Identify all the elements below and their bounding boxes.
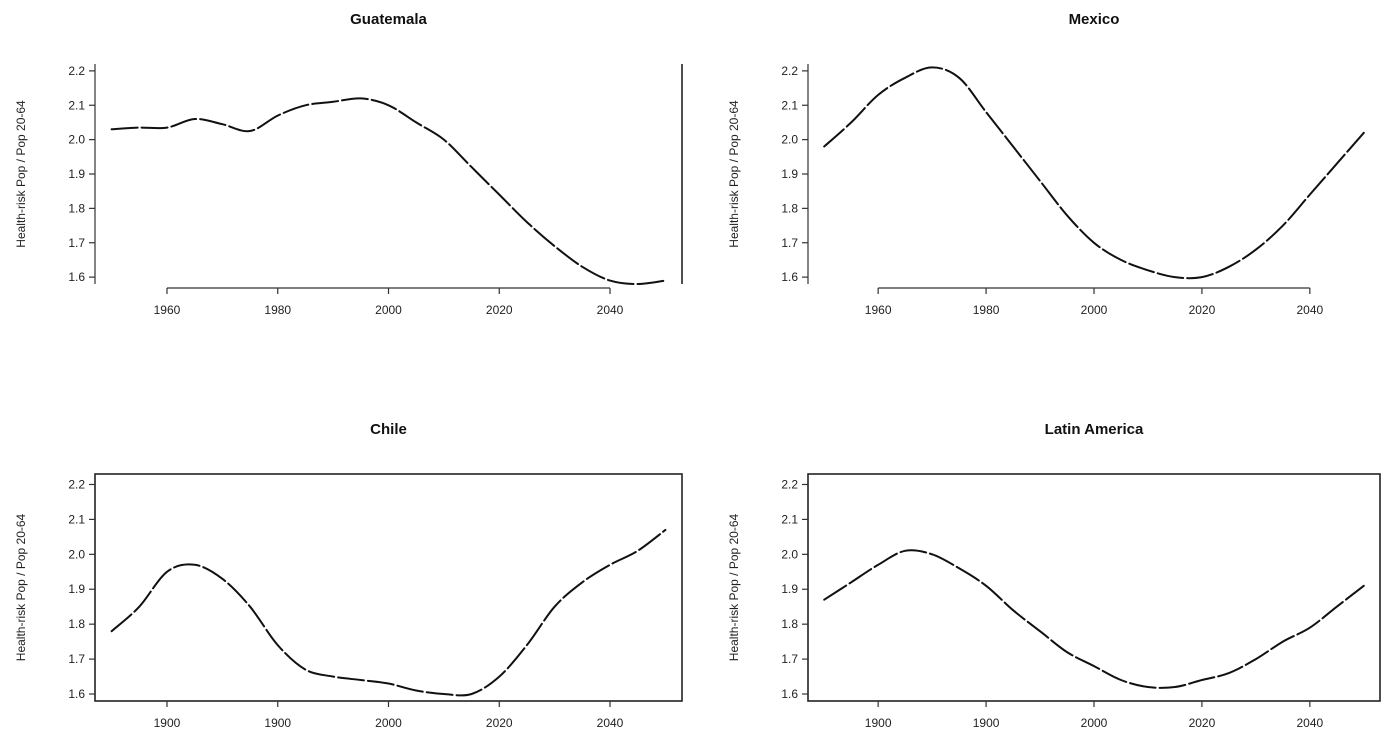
series-line (110, 97, 667, 285)
plot-frame (94, 473, 683, 702)
y-axis-label: Health-risk Pop / Pop 20-64 (14, 100, 28, 248)
x-tick-label: 2000 (375, 303, 402, 317)
x-tick-label: 2020 (486, 716, 513, 730)
y-tick-label: 2.1 (781, 512, 798, 526)
y-tick-label: 2.1 (68, 512, 85, 526)
y-tick-label: 2.0 (68, 133, 85, 147)
x-tick-label: 2040 (1296, 716, 1323, 730)
chart-title: Chile (370, 421, 407, 438)
y-tick-label: 1.9 (68, 167, 85, 181)
x-tick-label: 2000 (1081, 303, 1108, 317)
y-tick-label: 1.8 (781, 617, 798, 631)
y-tick-label: 1.7 (781, 652, 798, 666)
chart-panel-4: Latin America Health-risk Pop / Pop 20-64… (727, 421, 1381, 730)
y-axis-label: Health-risk Pop / Pop 20-64 (14, 513, 28, 661)
series-line (110, 528, 667, 697)
y-tick-label: 2.1 (781, 98, 798, 112)
y-tick-label: 1.6 (68, 687, 85, 701)
x-tick-label: 1960 (154, 303, 181, 317)
y-tick-label: 2.1 (68, 98, 85, 112)
y-axis-label: Health-risk Pop / Pop 20-64 (727, 513, 741, 661)
y-tick-label: 1.6 (781, 270, 798, 284)
x-tick-label: 2040 (1296, 303, 1323, 317)
y-tick-label: 1.7 (68, 236, 85, 250)
y-tick-label: 1.6 (781, 687, 798, 701)
x-tick-label: 2020 (1189, 303, 1216, 317)
y-tick-label: 2.2 (781, 64, 798, 78)
x-tick-label: 1960 (865, 303, 892, 317)
y-tick-label: 2.2 (781, 477, 798, 491)
y-tick-label: 1.8 (68, 617, 85, 631)
y-tick-label: 1.7 (68, 652, 85, 666)
x-tick-label: 2040 (597, 303, 624, 317)
chart-panel-3: Chile Health-risk Pop / Pop 20-64 1.6 1.7 1.… (14, 421, 683, 730)
series-line (823, 66, 1365, 280)
chart-panel-1: Guatemala Health-risk Pop / Pop 20-64 1.6 1… (14, 11, 683, 317)
y-tick-label: 1.9 (781, 167, 798, 181)
x-tick-label: 2000 (1081, 716, 1108, 730)
y-tick-label: 1.6 (68, 270, 85, 284)
series-line (823, 549, 1365, 689)
x-tick-label: 2020 (486, 303, 513, 317)
y-axis-label: Health-risk Pop / Pop 20-64 (727, 100, 741, 248)
y-tick-label: 1.8 (781, 201, 798, 215)
x-tick-label: 1980 (264, 303, 291, 317)
y-tick-label: 1.9 (781, 582, 798, 596)
x-tick-label: 1900 (865, 716, 892, 730)
x-tick-label: 2040 (597, 716, 624, 730)
y-tick-label: 2.2 (68, 477, 85, 491)
x-tick-label: 1980 (973, 303, 1000, 317)
x-tick-label: 2000 (375, 716, 402, 730)
y-tick-label: 1.8 (68, 201, 85, 215)
y-tick-label: 1.9 (68, 582, 85, 596)
chart-panel-2: Mexico Health-risk Pop / Pop 20-64 1.6 1.7 1… (727, 11, 1365, 317)
y-tick-label: 2.2 (68, 64, 85, 78)
chart-title: Latin America (1045, 421, 1144, 438)
x-tick-label: 1900 (264, 716, 291, 730)
chart-title: Mexico (1069, 11, 1120, 28)
y-tick-label: 1.7 (781, 236, 798, 250)
x-tick-label: 2020 (1189, 716, 1216, 730)
x-tick-label: 1900 (973, 716, 1000, 730)
x-tick-label: 1900 (154, 716, 181, 730)
y-tick-label: 2.0 (781, 547, 798, 561)
y-tick-label: 2.0 (781, 133, 798, 147)
y-tick-label: 2.0 (68, 547, 85, 561)
chart-title: Guatemala (350, 11, 427, 28)
